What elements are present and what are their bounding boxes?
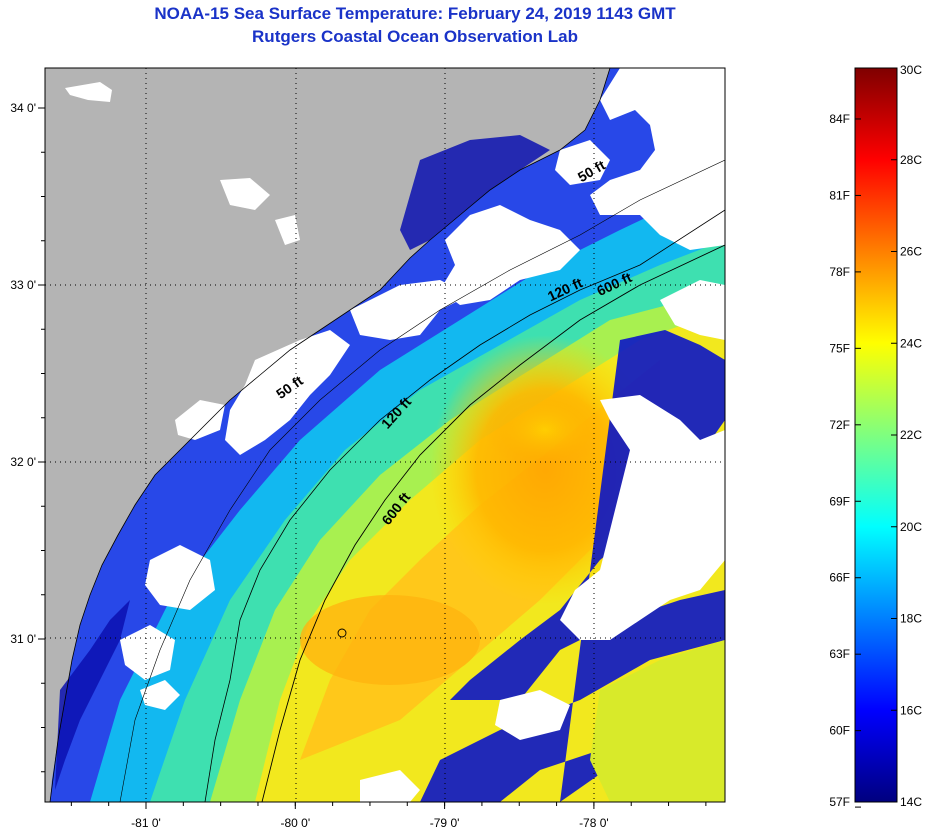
map-title: NOAA-15 Sea Surface Temperature: Februar… [154, 4, 676, 23]
bathymetry-contours [49, 68, 725, 802]
coastline [49, 68, 611, 802]
colorbar-celsius-label: 26C [900, 245, 922, 259]
contour-50ft [119, 159, 725, 802]
warm-patch-south [300, 595, 480, 685]
colorbar-celsius-labels: 30C 28C 26C 24C 22C 20C 18C 16C 14C [891, 63, 922, 809]
seamount-marker [337, 628, 347, 638]
cold-nearshore [55, 135, 550, 790]
lon-tick-label: -81 0' [131, 816, 161, 830]
latitude-axis: 34 0' 33 0' 32 0' 31 0' [10, 101, 45, 773]
colorbar-celsius-label: 28C [900, 153, 922, 167]
lat-tick-label: 33 0' [10, 278, 36, 292]
lon-tick-label: -80 0' [280, 816, 310, 830]
lat-tick-label: 34 0' [10, 101, 36, 115]
colorbar-fahrenheit-label: 81F [829, 188, 850, 202]
lon-tick-label: -79 0' [430, 816, 460, 830]
sst-southeast-warm [590, 640, 725, 802]
colorbar-fahrenheit-labels: 84F 81F 78F 75F 72F 69F 66F 63F 60F 57F [829, 112, 861, 809]
colorbar-fahrenheit-label: 66F [829, 571, 850, 585]
map-frame [44, 67, 726, 803]
lat-tick-label: 32 0' [10, 455, 36, 469]
colorbar-celsius-label: 18C [900, 612, 922, 626]
colorbar-fahrenheit-label: 75F [829, 341, 850, 355]
colorbar-celsius-label: 14C [900, 795, 922, 809]
lat-tick-label: 31 0' [10, 632, 36, 646]
lon-tick-label: -78 0' [579, 816, 609, 830]
colorbar-fahrenheit-label: 69F [829, 494, 850, 508]
colorbar [854, 67, 898, 803]
colorbar-celsius-label: 22C [900, 428, 922, 442]
colorbar-fahrenheit-label: 72F [829, 418, 850, 432]
colorbar-celsius-label: 30C [900, 63, 922, 77]
warm-eddy [485, 390, 605, 470]
colorbar-celsius-label: 20C [900, 520, 922, 534]
colorbar-fahrenheit-label: 60F [829, 724, 850, 738]
colorbar-fahrenheit-label: 57F [829, 795, 850, 809]
colorbar-fahrenheit-label: 78F [829, 265, 850, 279]
colorbar-celsius-label: 16C [900, 703, 922, 717]
land-mass [45, 68, 610, 802]
cloud-mask [65, 68, 725, 802]
map-subtitle: Rutgers Coastal Ocean Observation Lab [252, 27, 578, 46]
contour-600ft [261, 244, 725, 802]
colorbar-fahrenheit-label: 63F [829, 647, 850, 661]
colorbar-celsius-label: 24C [900, 336, 922, 350]
contour-120ft [204, 209, 725, 802]
longitude-axis: -81 0' -80 0' -79 0' -78 0' [70, 802, 707, 830]
colorbar-fahrenheit-label: 84F [829, 112, 850, 126]
